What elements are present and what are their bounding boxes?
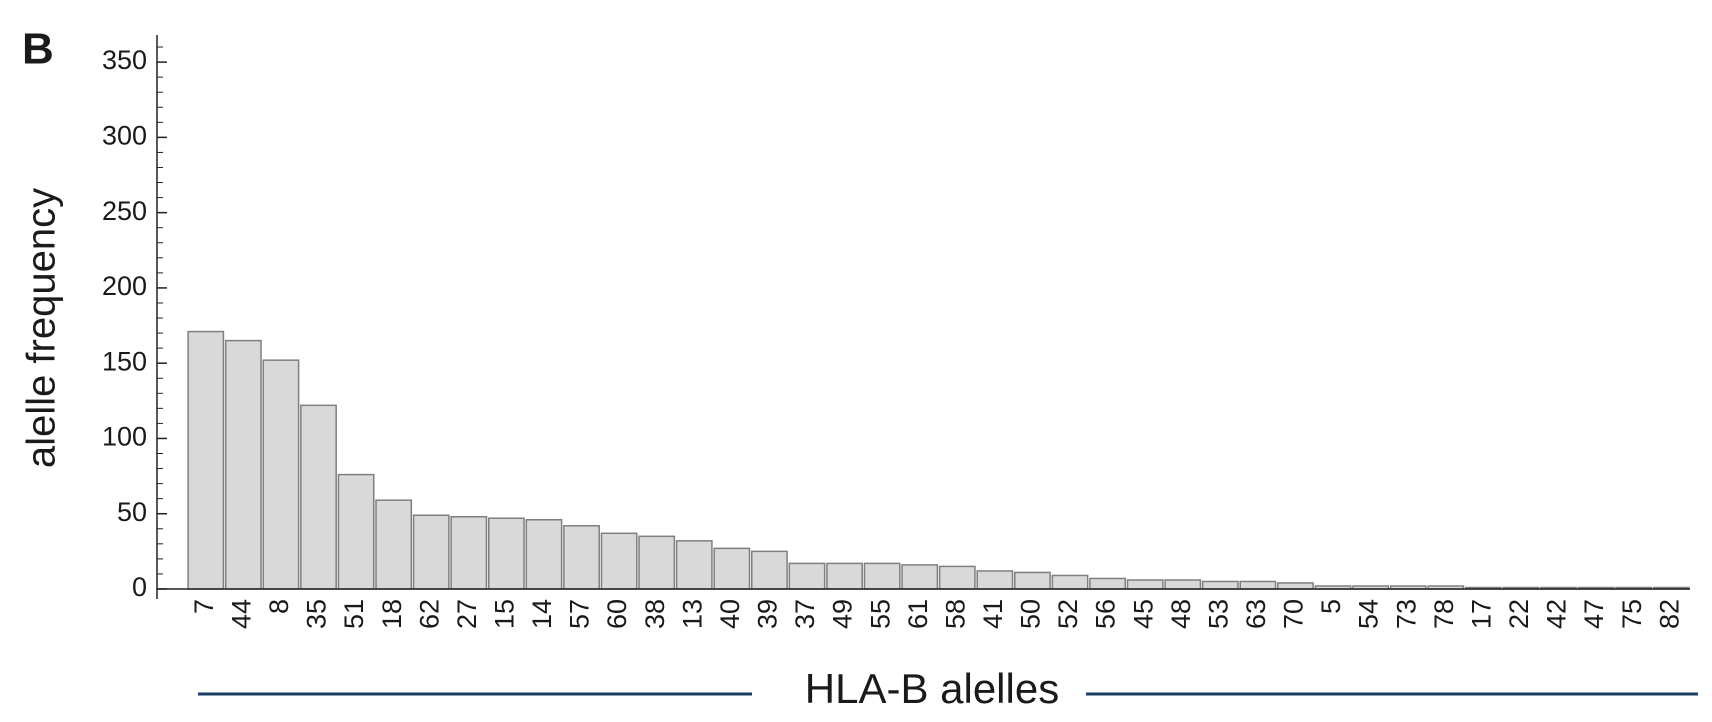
x-tick-label: 44 bbox=[226, 599, 256, 629]
x-tick-label: 60 bbox=[602, 599, 632, 629]
x-tick-label: 58 bbox=[940, 599, 970, 629]
bar bbox=[600, 532, 638, 590]
x-tick-label: 82 bbox=[1654, 599, 1684, 629]
bar bbox=[224, 339, 262, 590]
bar bbox=[337, 473, 375, 590]
x-tick-label: 8 bbox=[264, 599, 294, 614]
x-tick-label: 14 bbox=[527, 599, 557, 629]
y-tick-label: 250 bbox=[102, 196, 147, 226]
x-tick-label: 57 bbox=[565, 599, 595, 629]
bar bbox=[1014, 571, 1051, 590]
x-tick-label: 15 bbox=[490, 599, 520, 629]
bar bbox=[1089, 577, 1126, 590]
bar bbox=[187, 330, 225, 590]
bar bbox=[262, 359, 300, 590]
x-tick-label: 70 bbox=[1279, 599, 1309, 629]
x-tick-label: 54 bbox=[1354, 599, 1384, 629]
y-tick-label: 100 bbox=[102, 422, 147, 452]
panel-label: B bbox=[22, 25, 54, 74]
x-tick-label: 63 bbox=[1241, 599, 1271, 629]
bar bbox=[412, 514, 450, 590]
x-tick-label: 38 bbox=[640, 599, 670, 629]
x-tick-label: 35 bbox=[302, 599, 332, 629]
x-tick-label: 5 bbox=[1316, 599, 1346, 614]
bar bbox=[375, 499, 413, 590]
bar bbox=[863, 562, 901, 590]
bar bbox=[1051, 574, 1089, 590]
x-tick-label: 13 bbox=[677, 599, 707, 629]
x-tick-label: 61 bbox=[903, 599, 933, 629]
bar bbox=[525, 519, 563, 590]
x-tick-label: 55 bbox=[865, 599, 895, 629]
x-tick-label: 50 bbox=[1016, 599, 1046, 629]
bar bbox=[675, 540, 713, 590]
bar bbox=[563, 525, 600, 590]
x-tick-label: 56 bbox=[1091, 599, 1121, 629]
bar bbox=[1201, 580, 1239, 590]
x-tick-label: 17 bbox=[1466, 599, 1496, 629]
x-tick-label: 39 bbox=[753, 599, 783, 629]
x-axis-label: HLA-B alelles bbox=[805, 665, 1059, 712]
bar bbox=[1239, 580, 1277, 590]
bar bbox=[1164, 579, 1202, 590]
bar bbox=[788, 562, 826, 590]
x-tick-label: 42 bbox=[1542, 599, 1572, 629]
x-tick-label: 48 bbox=[1166, 599, 1196, 629]
x-tick-label: 45 bbox=[1128, 599, 1158, 629]
bar bbox=[713, 547, 751, 590]
bar bbox=[751, 550, 788, 590]
x-tick-label: 7 bbox=[189, 599, 219, 614]
x-tick-label: 27 bbox=[452, 599, 482, 629]
x-tick-label: 53 bbox=[1203, 599, 1233, 629]
bar bbox=[826, 562, 863, 590]
x-tick-label: 52 bbox=[1053, 599, 1083, 629]
y-tick-label: 200 bbox=[102, 271, 147, 301]
bar bbox=[487, 517, 525, 590]
y-tick-label: 150 bbox=[102, 346, 147, 376]
y-tick-label: 50 bbox=[117, 497, 147, 527]
x-tick-label: 73 bbox=[1391, 599, 1421, 629]
x-tick-label: 62 bbox=[414, 599, 444, 629]
x-tick-label: 78 bbox=[1429, 599, 1459, 629]
x-tick-label: 47 bbox=[1579, 599, 1609, 629]
x-tick-label: 49 bbox=[828, 599, 858, 629]
y-axis-label: alelle frequency bbox=[20, 188, 64, 468]
y-tick-label: 300 bbox=[102, 120, 147, 150]
x-tick-label: 51 bbox=[339, 599, 369, 629]
x-tick-label: 18 bbox=[377, 599, 407, 629]
bar bbox=[901, 564, 939, 590]
y-tick-label: 350 bbox=[102, 45, 147, 75]
bar bbox=[450, 515, 488, 590]
bar bbox=[938, 565, 976, 590]
y-tick-label: 0 bbox=[132, 572, 147, 602]
x-tick-label: 41 bbox=[978, 599, 1008, 629]
bar bbox=[976, 570, 1014, 590]
bar bbox=[300, 404, 337, 590]
x-tick-label: 75 bbox=[1617, 599, 1647, 629]
x-tick-label: 22 bbox=[1504, 599, 1534, 629]
bar bbox=[1277, 582, 1314, 590]
x-tick-label: 40 bbox=[715, 599, 745, 629]
bar bbox=[638, 535, 676, 590]
x-tick-label: 37 bbox=[790, 599, 820, 629]
bar bbox=[1126, 579, 1164, 590]
